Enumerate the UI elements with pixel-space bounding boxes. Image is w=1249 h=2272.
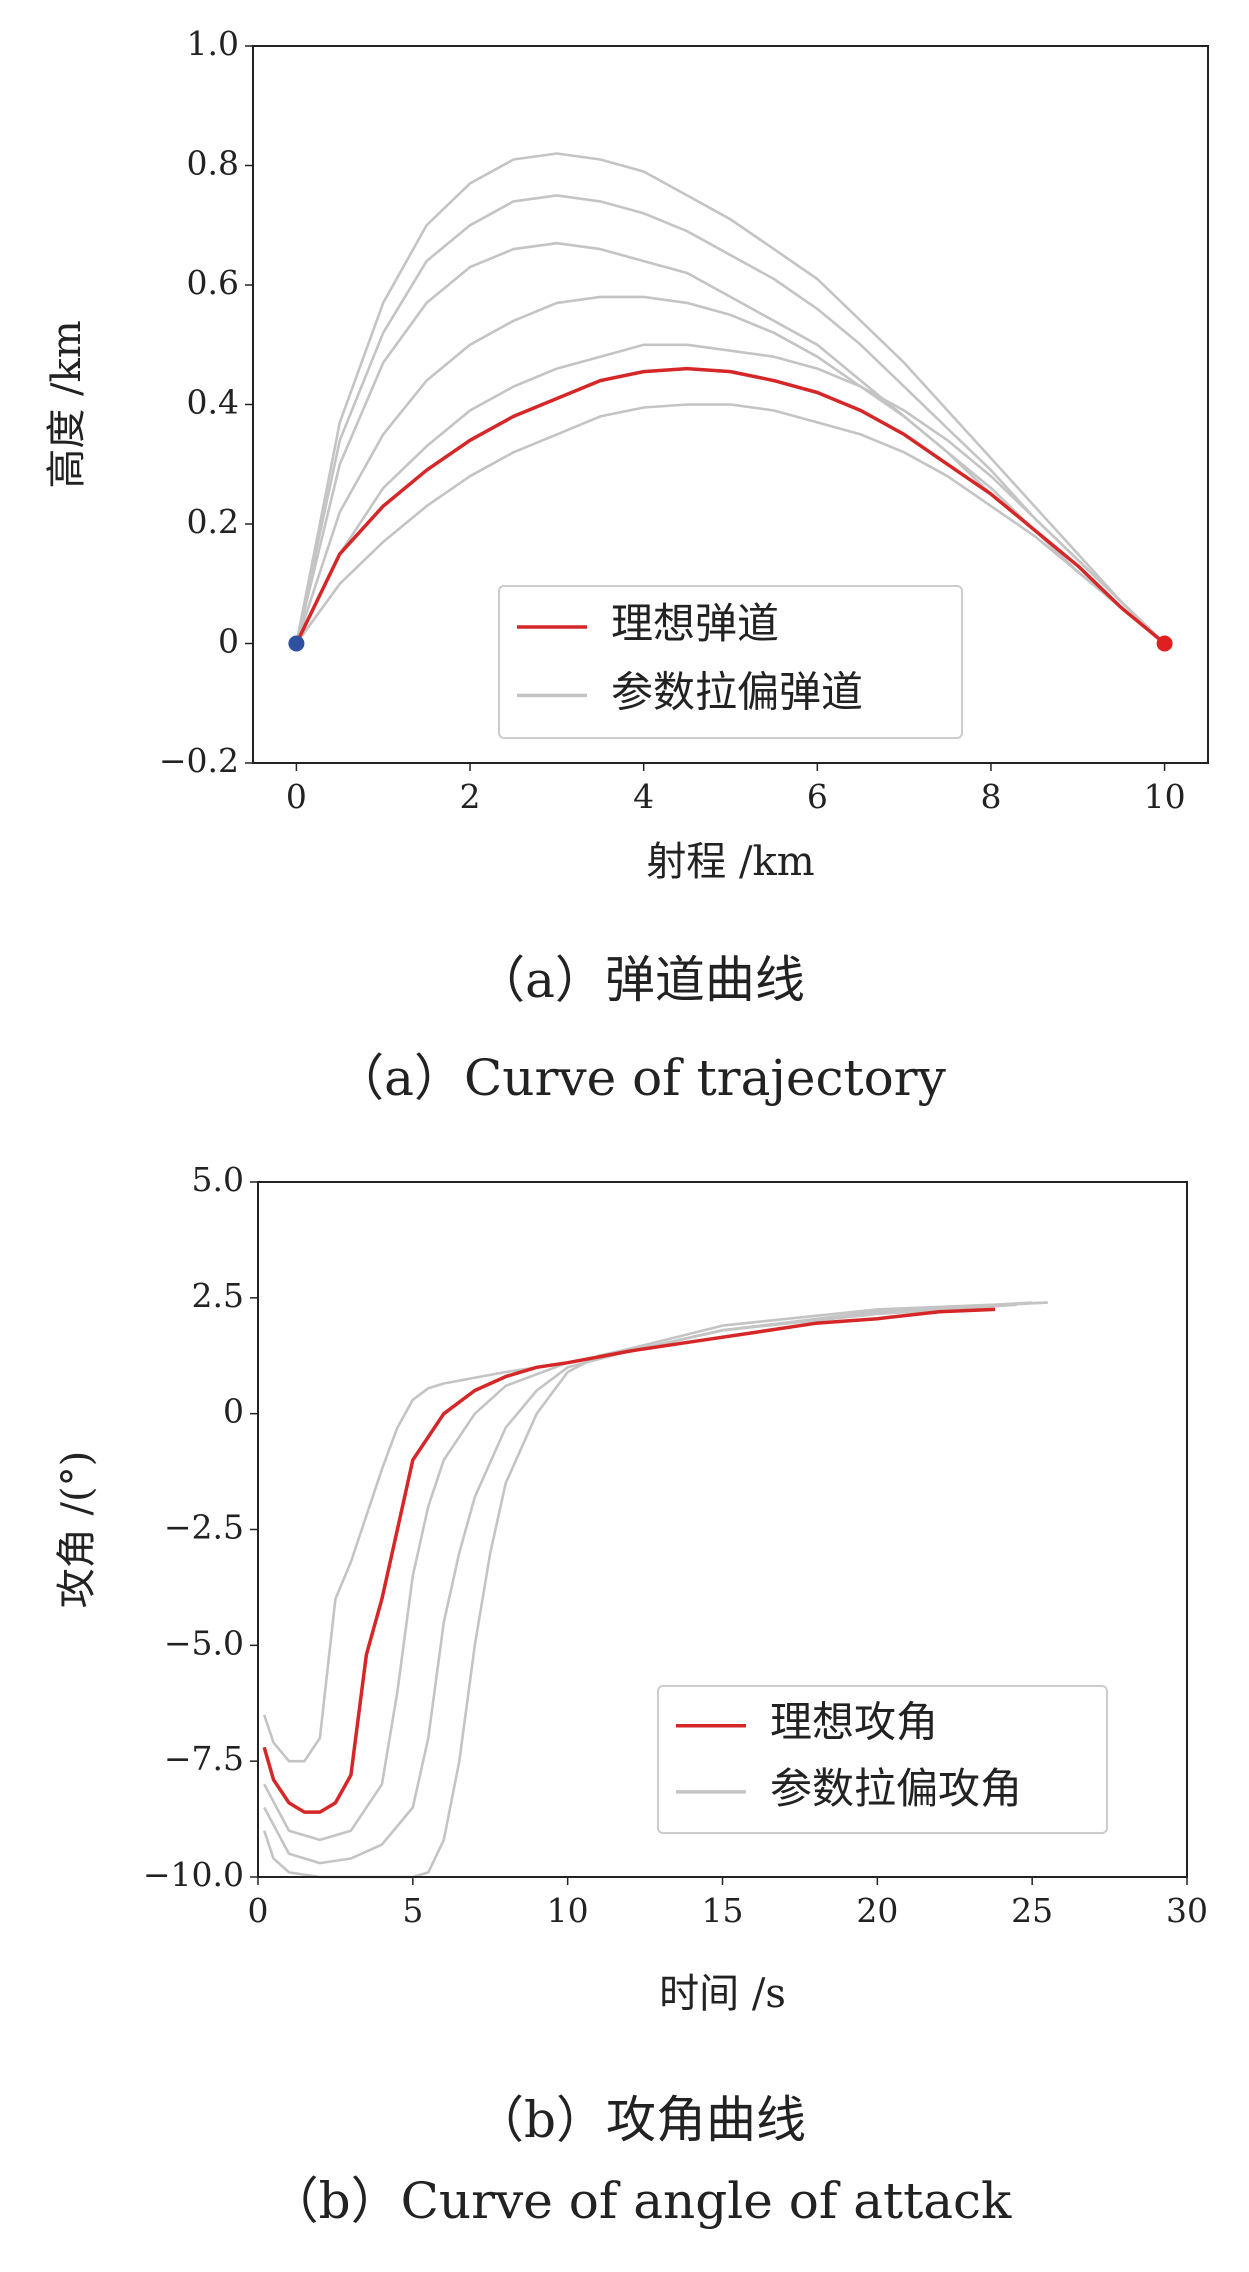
x-tick-label: 8 xyxy=(980,777,1001,816)
series-line xyxy=(295,194,1166,645)
y-tick-label: 0.2 xyxy=(187,502,239,541)
series-line xyxy=(295,403,1166,645)
y-tick-label: 1.0 xyxy=(187,24,239,63)
legend-box xyxy=(657,1685,1108,1834)
y-axis-title: 攻角 /(°) xyxy=(54,1451,100,1608)
caption-zh: （b）攻角曲线 xyxy=(474,2091,806,2149)
y-tick-label: 0.6 xyxy=(187,263,239,302)
legend-label: 理想攻角 xyxy=(770,1698,938,1747)
x-tick-label: 4 xyxy=(633,777,654,816)
x-tick-label: 25 xyxy=(1011,1891,1053,1930)
y-tick-label: 5.0 xyxy=(192,1160,244,1199)
y-tick-label: 0 xyxy=(223,1392,244,1431)
point-marker xyxy=(1156,635,1173,652)
x-tick-label: 0 xyxy=(248,1891,269,1930)
plot-frame xyxy=(252,45,1209,764)
x-axis-title: 射程 /km xyxy=(646,839,814,885)
series-line xyxy=(263,1301,1033,1865)
chart: 0 2 4 6 8 10 −0.2 0 0.2 0.4 0.6 0.8 1.0 理想弹道参数拉偏弹道射程 … xyxy=(44,24,1209,1107)
y-tick-label: −7.5 xyxy=(164,1739,244,1778)
legend-label: 参数拉偏弹道 xyxy=(611,667,863,716)
y-axis-title: 高度 /km xyxy=(44,320,90,488)
series-line xyxy=(262,1307,996,1814)
x-tick-label: 5 xyxy=(402,1891,423,1930)
series-line xyxy=(295,152,1166,645)
x-tick-label: 6 xyxy=(807,777,828,816)
series-line xyxy=(294,366,1166,645)
x-tick-label: 30 xyxy=(1166,1891,1208,1930)
y-tick-label: −0.2 xyxy=(159,741,239,780)
series-line xyxy=(295,343,1166,645)
x-tick-label: 10 xyxy=(547,1891,589,1930)
y-tick-label: −2.5 xyxy=(164,1508,244,1547)
x-tick-label: 0 xyxy=(286,777,307,816)
y-tick-label: 0 xyxy=(218,622,239,661)
chart: 0 5 10 15 20 25 30 −10.0 −7.5 −5.0 −2.5 0 2.5 5.0 理想攻角… xyxy=(54,1160,1208,2230)
plot-frame xyxy=(257,1181,1188,1878)
point-marker xyxy=(288,635,305,652)
y-tick-label: −5.0 xyxy=(164,1623,244,1662)
y-tick-label: −10.0 xyxy=(143,1855,244,1894)
x-tick-label: 10 xyxy=(1144,777,1186,816)
y-tick-label: 0.8 xyxy=(187,144,239,183)
caption-en: （b）Curve of angle of attack xyxy=(269,2172,1012,2230)
x-axis-title: 时间 /s xyxy=(659,1971,786,2017)
x-tick-label: 2 xyxy=(460,777,481,816)
legend-label: 理想弹道 xyxy=(611,599,779,648)
caption-zh: （a）弹道曲线 xyxy=(475,951,805,1009)
legend-label: 参数拉偏攻角 xyxy=(770,1764,1022,1813)
y-tick-label: 0.4 xyxy=(187,383,239,422)
y-tick-label: 2.5 xyxy=(192,1276,244,1315)
caption-en: （a）Curve of trajectory xyxy=(334,1049,946,1107)
x-tick-label: 15 xyxy=(702,1891,744,1930)
series-line xyxy=(295,241,1166,645)
x-tick-label: 20 xyxy=(856,1891,898,1930)
legend-box xyxy=(498,585,963,739)
